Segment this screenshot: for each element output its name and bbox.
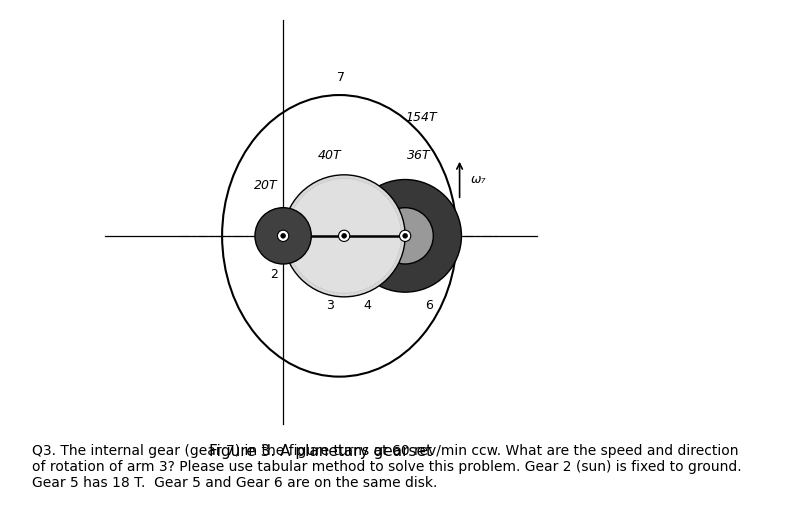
Text: 4: 4 xyxy=(364,299,372,312)
Text: 154T: 154T xyxy=(405,111,437,124)
Circle shape xyxy=(342,233,346,238)
Circle shape xyxy=(399,230,411,241)
Text: 7: 7 xyxy=(337,71,345,84)
Circle shape xyxy=(278,230,289,241)
Text: ω₇: ω₇ xyxy=(471,173,486,186)
Text: 20T: 20T xyxy=(254,179,278,192)
Text: 6: 6 xyxy=(425,299,432,312)
Circle shape xyxy=(288,180,400,292)
Circle shape xyxy=(255,208,312,264)
Text: 3: 3 xyxy=(326,299,334,312)
Circle shape xyxy=(287,178,402,293)
Text: Q3. The internal gear (gear 7) in the figure turns at 60 rev/min ccw. What are t: Q3. The internal gear (gear 7) in the fi… xyxy=(32,444,742,490)
Text: 36T: 36T xyxy=(407,149,431,162)
Circle shape xyxy=(338,230,349,241)
Circle shape xyxy=(283,175,405,297)
Circle shape xyxy=(349,180,461,292)
Text: 40T: 40T xyxy=(318,149,342,162)
Text: 5: 5 xyxy=(410,240,418,253)
Circle shape xyxy=(377,208,433,264)
Circle shape xyxy=(402,233,407,238)
Text: Figure 3. A planetary gearset: Figure 3. A planetary gearset xyxy=(209,444,432,459)
Circle shape xyxy=(281,233,286,238)
Text: 2: 2 xyxy=(270,268,278,281)
